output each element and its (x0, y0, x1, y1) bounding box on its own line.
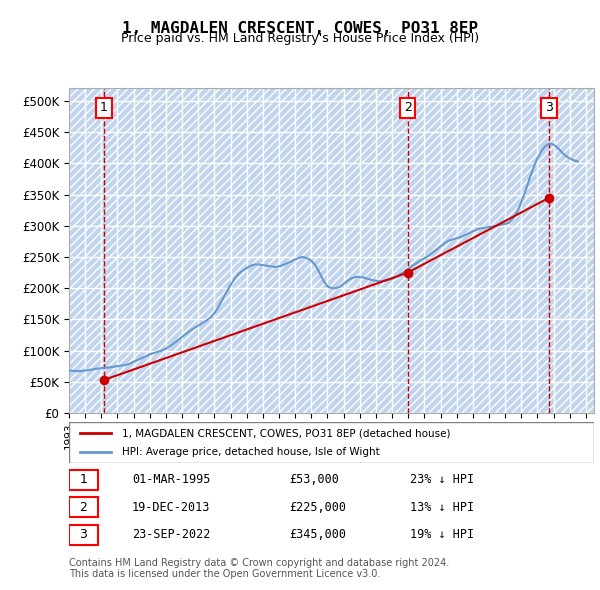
Text: 23% ↓ HPI: 23% ↓ HPI (410, 473, 475, 486)
Text: 3: 3 (79, 529, 87, 542)
Text: HPI: Average price, detached house, Isle of Wight: HPI: Average price, detached house, Isle… (121, 447, 379, 457)
FancyBboxPatch shape (69, 470, 98, 490)
Text: 23-SEP-2022: 23-SEP-2022 (132, 529, 211, 542)
Text: 13% ↓ HPI: 13% ↓ HPI (410, 501, 475, 514)
Text: 1, MAGDALEN CRESCENT, COWES, PO31 8EP (detached house): 1, MAGDALEN CRESCENT, COWES, PO31 8EP (d… (121, 428, 450, 438)
FancyBboxPatch shape (69, 525, 98, 545)
Text: 1, MAGDALEN CRESCENT, COWES, PO31 8EP: 1, MAGDALEN CRESCENT, COWES, PO31 8EP (122, 21, 478, 35)
Text: 3: 3 (545, 101, 553, 114)
Text: £53,000: £53,000 (290, 473, 340, 486)
Text: 19-DEC-2013: 19-DEC-2013 (132, 501, 211, 514)
Text: Contains HM Land Registry data © Crown copyright and database right 2024.
This d: Contains HM Land Registry data © Crown c… (69, 558, 449, 579)
Text: 01-MAR-1995: 01-MAR-1995 (132, 473, 211, 486)
FancyBboxPatch shape (69, 497, 98, 517)
Text: 1: 1 (100, 101, 108, 114)
Text: Price paid vs. HM Land Registry's House Price Index (HPI): Price paid vs. HM Land Registry's House … (121, 32, 479, 45)
Text: 1: 1 (79, 473, 87, 486)
Text: 2: 2 (79, 501, 87, 514)
Text: £225,000: £225,000 (290, 501, 347, 514)
FancyBboxPatch shape (69, 422, 594, 463)
Text: £345,000: £345,000 (290, 529, 347, 542)
Text: 19% ↓ HPI: 19% ↓ HPI (410, 529, 475, 542)
Text: 2: 2 (404, 101, 412, 114)
